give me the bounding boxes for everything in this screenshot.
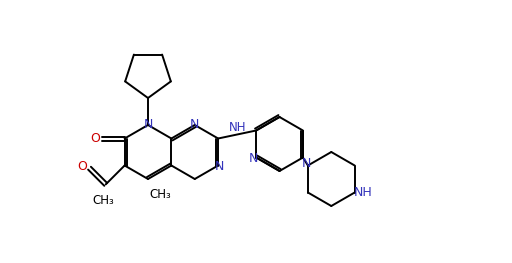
Text: N: N <box>215 160 224 173</box>
Text: CH₃: CH₃ <box>149 189 171 201</box>
Text: N: N <box>190 118 200 130</box>
Text: N: N <box>302 157 312 170</box>
Text: NH: NH <box>228 121 246 134</box>
Text: NH: NH <box>353 186 372 199</box>
Text: CH₃: CH₃ <box>93 194 115 207</box>
Text: O: O <box>91 132 100 145</box>
Text: N: N <box>248 152 258 165</box>
Text: O: O <box>78 160 88 173</box>
Text: N: N <box>143 119 153 132</box>
